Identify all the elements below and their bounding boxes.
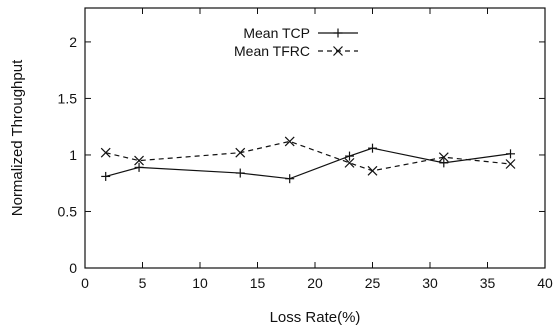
data-point-mark xyxy=(284,136,295,147)
y-axis-label: Normalized Throughput xyxy=(9,59,26,216)
y-tick-label: 1.5 xyxy=(58,90,78,106)
x-tick-label: 5 xyxy=(139,275,147,291)
data-point-mark xyxy=(438,152,449,163)
data-point xyxy=(101,171,111,181)
data-point xyxy=(344,157,355,168)
legend-entry: Mean TFRC xyxy=(234,43,358,59)
data-point xyxy=(134,162,144,172)
series-line xyxy=(105,147,511,180)
legend-label: Mean TFRC xyxy=(234,43,310,59)
x-tick-label: 15 xyxy=(250,275,266,291)
series-2 xyxy=(100,136,516,176)
plot-border xyxy=(84,7,546,269)
x-tick-label: 10 xyxy=(192,275,208,291)
x-tick-label: 20 xyxy=(307,275,323,291)
data-point xyxy=(438,152,449,163)
x-axis-label: Loss Rate(%) xyxy=(270,309,361,326)
data-point-mark xyxy=(235,147,246,158)
data-point-mark xyxy=(505,159,516,169)
data-point xyxy=(506,149,515,159)
x-tick-label: 40 xyxy=(537,275,553,291)
plot-area xyxy=(84,7,546,269)
data-point xyxy=(134,155,144,166)
data-point-mark xyxy=(367,165,378,176)
legend-marker xyxy=(333,46,343,56)
data-point-mark xyxy=(344,157,355,168)
x-tick-label: 35 xyxy=(480,275,496,291)
x-tick-label: 30 xyxy=(422,275,438,291)
data-point-mark xyxy=(100,147,111,158)
data-point xyxy=(367,165,378,176)
data-point xyxy=(368,143,377,153)
x-tick-label: 0 xyxy=(81,275,89,291)
y-tick-label: 0.5 xyxy=(58,203,78,219)
legend-label: Mean TCP xyxy=(243,25,310,41)
data-point xyxy=(235,147,246,158)
data-point xyxy=(285,174,295,184)
axis-ticks: 0 5 10 15 20 25 30 35 40 0 0.5 1 1.5 2 xyxy=(58,8,553,291)
y-tick-label: 0 xyxy=(69,260,77,276)
data-point xyxy=(235,168,245,178)
series-1 xyxy=(101,143,515,184)
x-tick-label: 25 xyxy=(365,275,381,291)
data-point xyxy=(100,147,111,158)
data-point xyxy=(505,159,516,169)
data-point xyxy=(284,136,295,147)
data-point xyxy=(439,158,449,168)
y-tick-label: 2 xyxy=(69,34,77,50)
legend-entry: Mean TCP xyxy=(243,25,358,41)
series-line xyxy=(105,140,511,172)
data-point xyxy=(345,151,354,161)
series-layer xyxy=(100,136,516,184)
y-tick-label: 1 xyxy=(69,147,77,163)
legend: Mean TCP Mean TFRC xyxy=(234,25,358,59)
data-point-mark xyxy=(134,155,144,166)
